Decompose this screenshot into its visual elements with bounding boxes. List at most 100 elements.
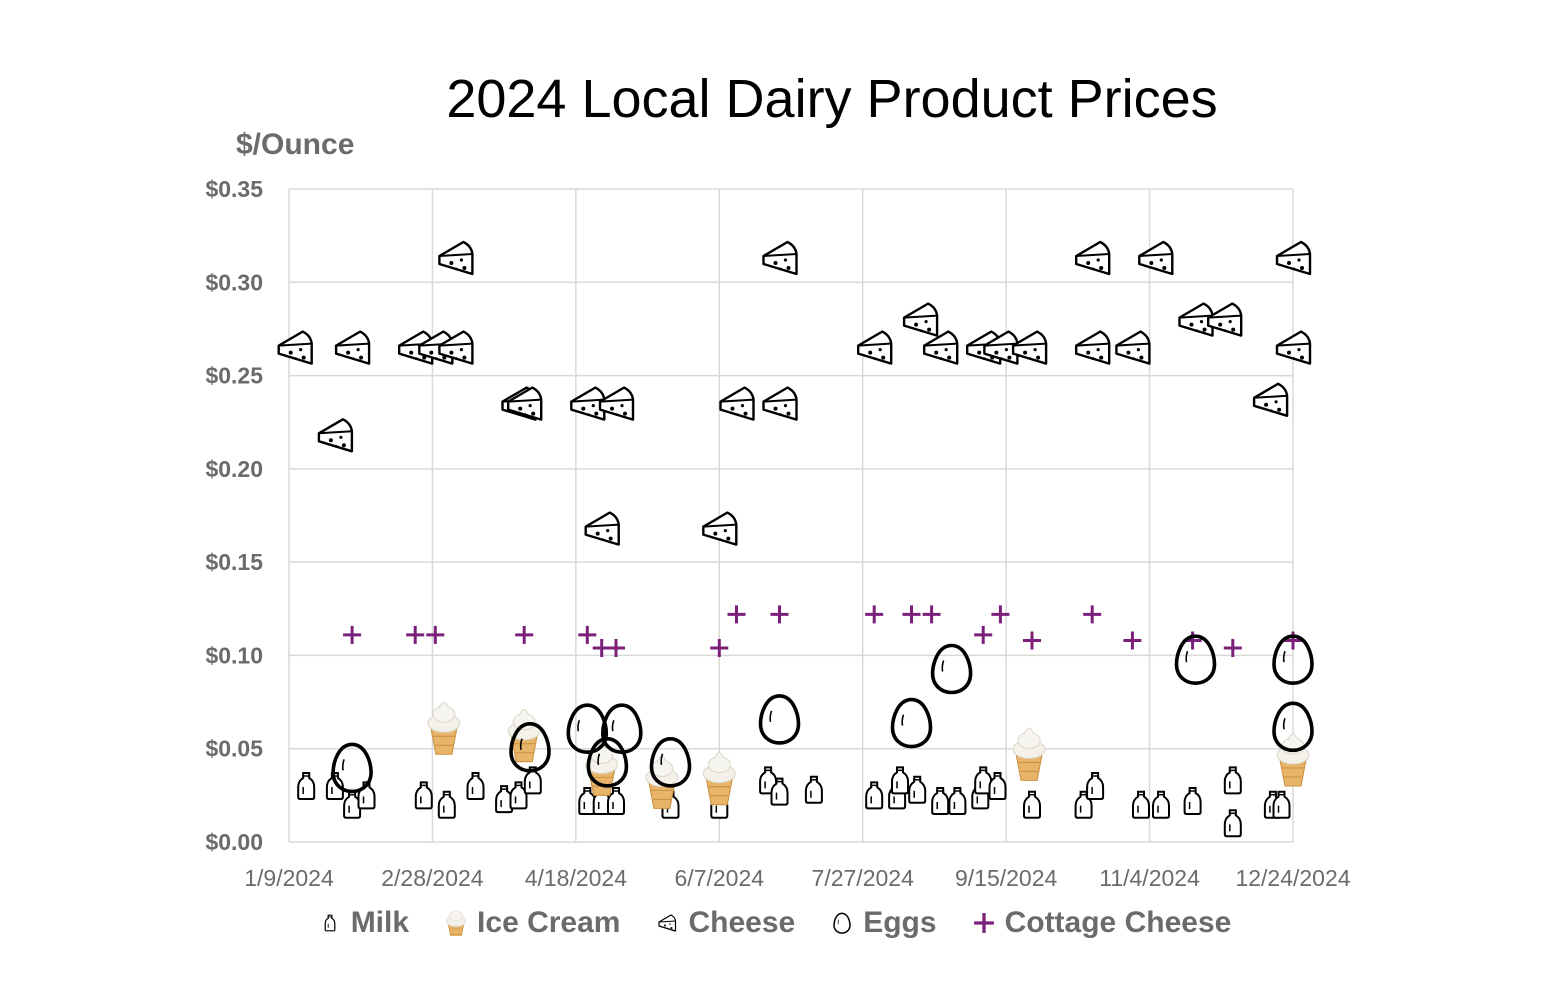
cheese-point (702, 511, 738, 546)
ice-cream-point (1012, 727, 1046, 781)
eggs-point (586, 736, 629, 788)
plus-icon (973, 913, 994, 933)
milk-point (770, 777, 789, 806)
legend-label: Eggs (863, 906, 937, 939)
milk-point (865, 781, 884, 810)
legend-item-milk: Milk (319, 906, 409, 940)
legend-item-cheese: Cheese (656, 906, 795, 940)
eggs-point (331, 742, 373, 794)
y-tick-label: $0.15 (205, 549, 263, 575)
milk-point (1223, 809, 1242, 838)
milk-point (1152, 790, 1170, 819)
milk-point (437, 790, 456, 819)
milk-point (931, 787, 950, 815)
cheese-point (584, 511, 620, 546)
milk-point (891, 766, 909, 795)
milk-point (1272, 790, 1291, 819)
grid-lines (288, 188, 1294, 843)
cheese-point (1206, 302, 1243, 337)
legend-label: Cottage Cheese (1004, 906, 1232, 939)
milk-point (1183, 787, 1202, 815)
data-points (277, 240, 1314, 838)
x-tick-label: 12/24/2024 (1235, 865, 1350, 891)
cheese-point (902, 302, 939, 337)
egg-icon (833, 912, 851, 934)
cottage-cheese-point (1284, 631, 1302, 650)
cheese-point (317, 418, 354, 453)
cheese-point (923, 330, 959, 365)
milk-point (1132, 790, 1150, 819)
cheese-point (1138, 240, 1174, 276)
cottage-cheese-point (515, 625, 534, 644)
milk-point (523, 766, 542, 795)
x-tick-label: 9/15/2024 (955, 865, 1058, 891)
x-axis-ticks: 1/9/2024 2/28/2024 4/18/2024 6/7/2024 7/27/2… (244, 865, 1351, 891)
milk-point (948, 787, 967, 815)
x-tick-label: 2/28/2024 (381, 865, 484, 891)
legend-item-ice-cream: Ice Cream (445, 906, 620, 940)
cottage-cheese-point (710, 639, 729, 657)
cheese-point (1275, 330, 1312, 365)
cheese-point (438, 330, 474, 365)
cheese-point (277, 330, 313, 365)
ice-cream-point (427, 701, 461, 755)
cheese-point (1074, 240, 1111, 276)
cottage-cheese-point (426, 625, 445, 644)
cottage-cheese-point (922, 605, 941, 624)
legend-item-cottage-cheese: Cottage Cheese (973, 906, 1232, 940)
x-tick-label: 6/7/2024 (675, 865, 765, 891)
eggs-point (1272, 634, 1314, 686)
milk-point (908, 775, 927, 804)
cottage-cheese-point (902, 605, 921, 624)
cheese-point (507, 386, 543, 421)
cheese-point (1252, 382, 1289, 417)
eggs-point (600, 703, 643, 755)
x-tick-label: 1/9/2024 (244, 865, 334, 891)
cottage-cheese-point (1123, 631, 1142, 650)
y-axis-ticks: $0.00 $0.05 $0.10 $0.15 $0.20 $0.25 $0.30 $0.35 (205, 176, 263, 855)
eggs-point (1272, 701, 1314, 753)
legend-item-eggs: Eggs (831, 906, 937, 940)
milk-point (1086, 772, 1105, 800)
ice-cream-cone-icon (446, 910, 466, 936)
y-tick-label: $0.25 (205, 363, 263, 389)
y-tick-label: $0.05 (205, 736, 263, 762)
cottage-cheese-point (607, 639, 625, 657)
cheese-point (857, 330, 893, 365)
legend: Milk Ice Cream Cheese Eggs Cottage Cheese (0, 906, 1550, 940)
cottage-cheese-point (770, 605, 789, 624)
eggs-point (1174, 634, 1217, 686)
y-axis-label: $/Ounce (236, 128, 355, 161)
cheese-point (598, 386, 635, 421)
milk-point (325, 772, 344, 800)
milk-point (466, 772, 485, 800)
y-tick-label: $0.10 (205, 642, 263, 668)
cheese-point (1178, 302, 1214, 337)
eggs-point (758, 694, 801, 745)
legend-label: Ice Cream (477, 906, 621, 939)
milk-point (414, 781, 433, 810)
cheese-point (1275, 240, 1312, 276)
milk-point (607, 787, 625, 815)
cheese-point (334, 330, 371, 365)
cheese-wedge-icon (658, 914, 677, 932)
cheese-point (762, 240, 798, 276)
cottage-cheese-point (865, 605, 884, 624)
milk-point (297, 772, 316, 800)
cottage-cheese-point (1083, 605, 1102, 624)
x-tick-label: 11/4/2024 (1099, 865, 1200, 891)
cheese-point (719, 386, 755, 421)
cottage-cheese-point (974, 625, 993, 644)
eggs-point (890, 697, 933, 749)
ice-cream-point (1276, 733, 1310, 787)
milk-point (1223, 766, 1242, 795)
milk-bottle-icon (324, 914, 336, 932)
cottage-cheese-point (406, 625, 425, 644)
eggs-point (509, 721, 551, 773)
cottage-cheese-point (727, 605, 746, 624)
cheese-point (983, 330, 1019, 365)
cheese-point (1115, 330, 1151, 365)
cottage-cheese-point (991, 605, 1010, 624)
milk-point (804, 775, 823, 804)
